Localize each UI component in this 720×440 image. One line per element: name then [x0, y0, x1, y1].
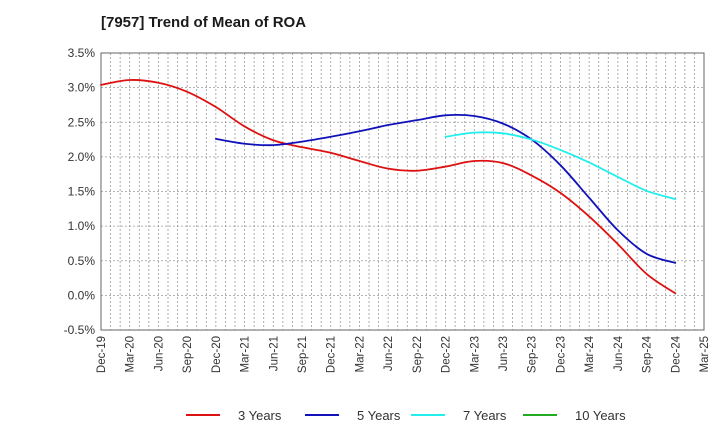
series-line-7-years [444, 131, 677, 201]
legend-item-7-years: 7 Years [411, 405, 506, 425]
y-tick-label: 1.0% [68, 219, 96, 233]
x-tick-label: Dec-22 [441, 336, 453, 373]
x-tick-label: Dec-23 [555, 336, 567, 373]
x-tick-label: Sep-24 [642, 335, 654, 373]
x-tick-label: Mar-20 [125, 336, 137, 372]
x-tick-label: Jun-22 [383, 336, 395, 371]
x-tick-label: Jun-21 [268, 336, 280, 371]
legend-item-10-years: 10 Years [523, 405, 626, 425]
x-tick-label: Dec-20 [211, 336, 223, 373]
legend-item-5-years: 5 Years [305, 405, 400, 425]
x-tick-label: Sep-21 [297, 336, 309, 373]
legend-item-3-years: 3 Years [186, 405, 281, 425]
plot-frame [100, 52, 705, 331]
x-tick-label: Jun-24 [613, 335, 625, 371]
legend-swatch [186, 414, 220, 416]
legend-label: 10 Years [575, 407, 626, 423]
x-tick-label: Jun-20 [153, 336, 165, 371]
x-tick-label: Dec-21 [326, 336, 338, 373]
legend-label: 3 Years [238, 407, 282, 423]
x-tick-label: Jun-23 [498, 336, 510, 371]
legend-swatch [411, 414, 445, 416]
x-tick-label: Mar-24 [584, 335, 596, 372]
x-tick-label: Mar-22 [354, 336, 366, 372]
y-tick-label: 2.0% [68, 150, 96, 164]
y-tick-label: 3.0% [68, 81, 96, 95]
x-tick-label: Dec-19 [96, 336, 108, 373]
x-tick-labels: Dec-19 Mar-20 Jun-20 Sep-20 Dec-20 Mar-21 Jun-… [96, 335, 711, 373]
legend-swatch [523, 414, 557, 416]
y-tick-label: 0.5% [68, 254, 96, 268]
series-line-3-years [100, 79, 677, 295]
x-tick-label: Mar-21 [240, 336, 252, 372]
y-tick-labels: -0.5% 0.0% 0.5% 1.0% 1.5% 2.0% 2.5% 3.0% 3.5% [64, 46, 96, 337]
series-line-5-years [214, 113, 677, 264]
y-tick-label: 3.5% [68, 46, 96, 60]
x-tick-label: Dec-24 [670, 335, 682, 373]
legend-swatch [305, 414, 339, 416]
series-lines [100, 79, 677, 295]
chart-title: [7957] Trend of Mean of ROA [101, 14, 307, 31]
legend-label: 5 Years [357, 407, 401, 423]
x-tick-label: Sep-22 [412, 336, 424, 373]
legend-label: 7 Years [463, 407, 507, 423]
x-tick-label: Mar-23 [469, 336, 481, 372]
axes [100, 52, 705, 331]
y-tick-label: 1.5% [68, 185, 96, 199]
y-tick-label: 0.0% [68, 288, 96, 302]
y-tick-label: -0.5% [64, 323, 96, 337]
legend: 3 Years 5 Years 7 Years 10 Years [0, 405, 720, 427]
x-tick-label: Mar-25 [699, 336, 711, 372]
x-tick-label: Sep-20 [182, 336, 194, 373]
x-tick-label: Sep-23 [527, 336, 539, 373]
y-tick-label: 2.5% [68, 115, 96, 129]
